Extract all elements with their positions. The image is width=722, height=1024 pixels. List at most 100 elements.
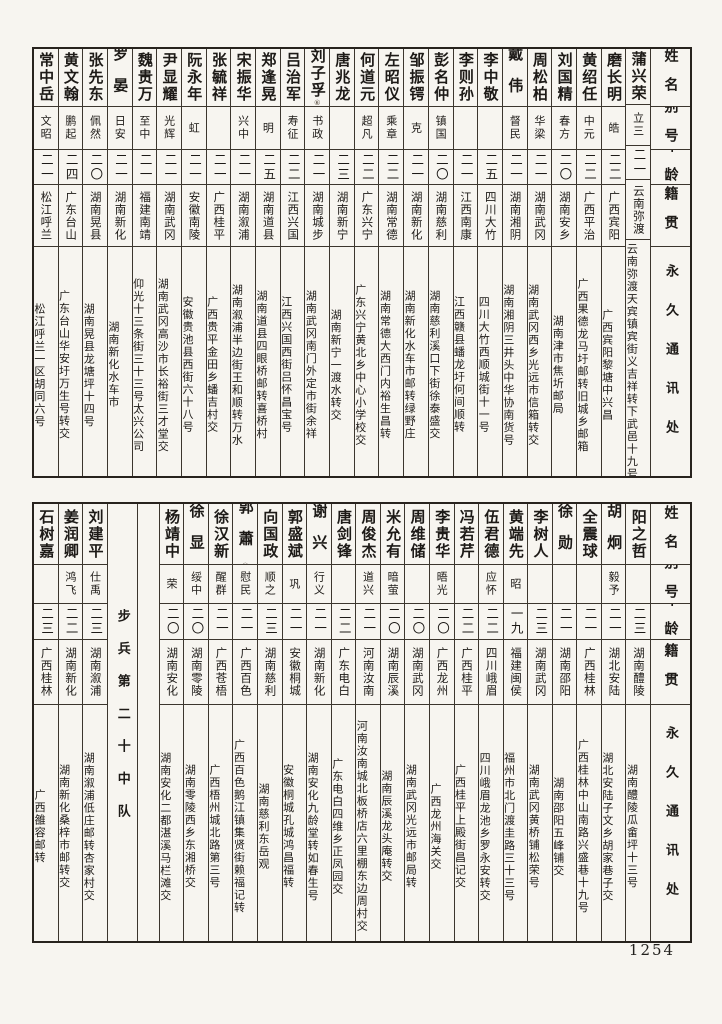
person-native-place: 广西龙州 bbox=[436, 647, 448, 697]
person-address: 仰光十三条街三十三号太兴公司 bbox=[133, 278, 144, 453]
person-name-cell: 李树人 bbox=[528, 504, 552, 565]
person-address-cell: 四川大竹西顺城街十一号 bbox=[478, 247, 502, 476]
person-age: 二三 bbox=[40, 607, 53, 636]
person-address: 湖南武冈南门外定市街余祥 bbox=[305, 290, 316, 440]
person-alias: 中元 bbox=[583, 115, 594, 141]
person-age-cell: 二一 bbox=[157, 150, 181, 185]
person-name: 阳之哲 bbox=[631, 509, 646, 560]
person-native-place-cell: 广西宾阳 bbox=[602, 185, 626, 247]
header-native-label: 籍贯 bbox=[664, 643, 678, 702]
blank-cell bbox=[138, 504, 159, 941]
person-name-cell: 黄文翰 bbox=[59, 49, 83, 107]
person-name-cell: 刘子孚⑥ bbox=[305, 49, 329, 107]
person-address-cell: 湖南安化二都湛溪马栏滩交 bbox=[160, 705, 184, 941]
person-age: 二一 bbox=[459, 153, 472, 182]
person-age: 二一 bbox=[410, 153, 423, 182]
person-name: 刘子孚 bbox=[310, 49, 325, 99]
person-age: 二一 bbox=[362, 607, 375, 636]
header-age: 年龄 bbox=[651, 150, 690, 185]
person-name-cell: 唐兆龙 bbox=[330, 49, 354, 107]
person-name: 姜润卿 bbox=[63, 509, 78, 560]
person-name-cell: 吕治军 bbox=[281, 49, 305, 107]
person-name-cell: 尹显耀 bbox=[157, 49, 181, 107]
person-alias: 绥中 bbox=[191, 571, 202, 597]
person-native-place: 江西南康 bbox=[460, 191, 472, 241]
person-address: 湖南道县四眼桥邮转喜桥村 bbox=[256, 290, 267, 440]
person-alias-cell: 日安 bbox=[108, 107, 132, 150]
person-age: 二〇 bbox=[386, 607, 399, 636]
person-native-place: 广东台山 bbox=[65, 191, 77, 241]
person-native-place-cell: 湖南安乡 bbox=[552, 185, 576, 247]
person-address-cell: 云南弥渡天宾镇宾街义吉祥转下武邑十九号 bbox=[626, 240, 650, 476]
person-age-cell: 二一 bbox=[553, 604, 577, 640]
person-address: 湖南溆浦半边街王和顺转万水 bbox=[231, 284, 242, 447]
person-address-cell: 湖南安化九龄堂转如春生号 bbox=[307, 705, 331, 941]
person-alias: 虹 bbox=[188, 122, 199, 135]
person-alias-cell: 明 bbox=[256, 107, 280, 150]
person-age-cell: 二一 bbox=[231, 150, 255, 185]
person-alias: 鹏起 bbox=[65, 115, 76, 141]
person-column: 徐汉新醒群二一广西苍梧广西梧州城北路第三号 bbox=[208, 504, 233, 941]
person-address: 湖南慈利东岳观 bbox=[258, 783, 269, 871]
person-age: 二一 bbox=[508, 153, 521, 182]
person-native-place: 湖南安化 bbox=[166, 647, 178, 697]
person-address: 广东兴宁黄北乡中心小学校交 bbox=[355, 284, 366, 447]
person-alias-cell: 荣 bbox=[160, 565, 184, 604]
person-alias: 巩 bbox=[289, 578, 300, 591]
person-native-place-cell: 江西南康 bbox=[454, 185, 478, 247]
person-alias-cell: 光辉 bbox=[157, 107, 181, 150]
person-name: 全震球 bbox=[582, 509, 597, 560]
person-name-cell: 唐剑锋 bbox=[332, 504, 356, 565]
person-name: 周俊杰 bbox=[361, 509, 376, 560]
person-native-place-cell: 广西苍梧 bbox=[209, 640, 233, 705]
person-native-place-cell: 河南汝南 bbox=[356, 640, 380, 705]
person-native-place-cell: 湖南辰溪 bbox=[381, 640, 405, 705]
person-name-cell: 向国政 bbox=[258, 504, 282, 565]
person-age-cell: 二五 bbox=[478, 150, 502, 185]
person-age: 二一 bbox=[313, 607, 326, 636]
person-age: 二二 bbox=[385, 153, 398, 182]
person-name: 李树人 bbox=[532, 509, 547, 560]
person-address: 广西桂林中山南路兴盛巷十九号 bbox=[577, 739, 588, 914]
person-column: 向国政顺之二三湖南慈利湖南慈利东岳观 bbox=[257, 504, 282, 941]
person-age-cell: 二一 bbox=[207, 150, 231, 185]
person-native-place-cell: 广西平治 bbox=[577, 185, 601, 247]
person-column: 冯若芹二二广西桂平广西桂平上殿街昌记交 bbox=[454, 504, 479, 941]
person-name-cell: 姜润卿 bbox=[59, 504, 83, 565]
person-column: 邹振锷克二一湖南新化湖南新化水车市邮转绿野庄 bbox=[403, 49, 428, 476]
person-column: 李贵华晤光二〇广西龙州广西龙州海关交 bbox=[429, 504, 454, 941]
person-alias-cell: 镇国 bbox=[429, 107, 453, 150]
person-column: 唐剑锋二二广东电白广东电白四维乡正凤园交 bbox=[331, 504, 356, 941]
person-address-cell: 松江呼兰一区胡同六号 bbox=[34, 247, 58, 476]
person-alias: 克 bbox=[410, 122, 421, 135]
person-address-cell: 福州市北门渡圭路三十三号 bbox=[504, 705, 528, 941]
person-native-place-cell: 安徽桐城 bbox=[283, 640, 307, 705]
person-name: 胡炯 bbox=[606, 504, 621, 565]
person-column: 郭盛斌巩二一安徽桐城安徽桐城孔城鸿昌福转 bbox=[282, 504, 307, 941]
person-age-cell: 二一 bbox=[209, 604, 233, 640]
person-native-place-cell: 湖南常德 bbox=[379, 185, 403, 247]
person-age-cell: 二二 bbox=[479, 604, 503, 640]
person-name-cell: 徐显 bbox=[184, 504, 208, 565]
header-age: 年龄 bbox=[651, 604, 690, 640]
person-age-cell: 二一 bbox=[356, 604, 380, 640]
person-column: 尹显耀光辉二一湖南武冈湖南武冈高沙市长裕街三才堂交 bbox=[156, 49, 181, 476]
person-alias: 昭 bbox=[510, 578, 521, 591]
person-age: 二三 bbox=[264, 607, 277, 636]
person-alias: 暗萤 bbox=[387, 571, 398, 597]
header-address: 永久通讯处 bbox=[651, 247, 690, 476]
person-native-place-cell: 江西兴国 bbox=[281, 185, 305, 247]
person-native-place-cell: 湖南醴陵 bbox=[626, 640, 650, 705]
person-native-place-cell: 广西桂林 bbox=[577, 640, 601, 705]
person-alias: 超凡 bbox=[361, 115, 372, 141]
person-address: 湖南醴陵瓜畲坪十三号 bbox=[626, 764, 637, 889]
person-age: 二二 bbox=[360, 153, 373, 182]
person-address: 湖南辰溪龙头庵转交 bbox=[381, 770, 392, 883]
person-alias: 晤光 bbox=[436, 571, 447, 597]
person-native-place-cell: 湖南晃县 bbox=[83, 185, 107, 247]
person-column: 石树嘉二三广西桂林广西雒容邮转 bbox=[34, 504, 58, 941]
person-address-cell: 湖南津市焦圻邮局 bbox=[552, 247, 576, 476]
person-age-cell: 二一 bbox=[133, 150, 157, 185]
person-alias-cell: 兴中 bbox=[231, 107, 255, 150]
person-address-cell: 湖南湘阴三井头中华协南货号 bbox=[503, 247, 527, 476]
